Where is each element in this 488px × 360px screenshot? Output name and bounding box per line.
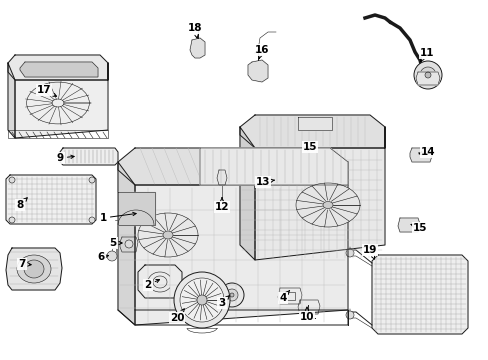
Text: 5: 5 xyxy=(109,238,122,248)
Ellipse shape xyxy=(295,183,359,227)
Circle shape xyxy=(89,217,95,223)
Polygon shape xyxy=(118,148,347,185)
Polygon shape xyxy=(118,192,155,225)
Circle shape xyxy=(225,289,238,301)
Text: 11: 11 xyxy=(419,48,433,62)
Text: 19: 19 xyxy=(362,245,376,259)
Text: 7: 7 xyxy=(18,259,31,269)
Polygon shape xyxy=(217,170,226,185)
Polygon shape xyxy=(6,248,62,290)
Circle shape xyxy=(125,240,133,248)
Polygon shape xyxy=(20,62,98,77)
Polygon shape xyxy=(297,300,319,314)
Text: 17: 17 xyxy=(37,85,57,96)
Circle shape xyxy=(419,67,435,83)
Polygon shape xyxy=(254,127,384,260)
Circle shape xyxy=(424,72,430,78)
Circle shape xyxy=(220,283,244,307)
Polygon shape xyxy=(247,60,267,82)
Polygon shape xyxy=(278,288,302,304)
Polygon shape xyxy=(297,117,331,130)
Circle shape xyxy=(413,61,441,89)
Circle shape xyxy=(9,177,15,183)
Polygon shape xyxy=(240,115,384,148)
Polygon shape xyxy=(190,38,204,58)
Polygon shape xyxy=(240,127,254,260)
Polygon shape xyxy=(8,63,15,138)
Polygon shape xyxy=(60,148,118,165)
Polygon shape xyxy=(135,162,347,325)
Ellipse shape xyxy=(138,213,198,257)
Polygon shape xyxy=(200,148,347,185)
Text: 1: 1 xyxy=(99,212,136,223)
Polygon shape xyxy=(120,237,138,252)
Ellipse shape xyxy=(17,255,51,283)
Circle shape xyxy=(346,249,353,257)
Circle shape xyxy=(346,311,353,319)
Ellipse shape xyxy=(323,202,332,208)
Text: 15: 15 xyxy=(410,223,427,233)
Text: 14: 14 xyxy=(418,147,434,157)
Polygon shape xyxy=(371,255,467,334)
Text: 2: 2 xyxy=(144,279,159,290)
Ellipse shape xyxy=(163,231,173,239)
Circle shape xyxy=(107,251,117,261)
Text: 16: 16 xyxy=(254,45,269,59)
Circle shape xyxy=(215,171,228,185)
Polygon shape xyxy=(15,63,108,138)
Polygon shape xyxy=(6,175,96,224)
Polygon shape xyxy=(138,265,182,298)
Text: 15: 15 xyxy=(302,142,317,152)
Text: 6: 6 xyxy=(97,252,108,262)
Circle shape xyxy=(180,278,224,322)
Ellipse shape xyxy=(24,260,44,278)
Text: 8: 8 xyxy=(16,198,27,210)
Circle shape xyxy=(9,217,15,223)
Text: 4: 4 xyxy=(279,291,289,303)
Circle shape xyxy=(197,295,206,305)
Polygon shape xyxy=(397,218,419,232)
Text: 13: 13 xyxy=(255,177,274,187)
Polygon shape xyxy=(409,148,432,162)
Text: 20: 20 xyxy=(169,309,184,323)
Text: 9: 9 xyxy=(56,153,74,163)
Polygon shape xyxy=(415,72,439,85)
Text: 12: 12 xyxy=(214,198,229,212)
Circle shape xyxy=(174,272,229,328)
Polygon shape xyxy=(118,162,135,325)
Polygon shape xyxy=(8,55,108,80)
Text: 3: 3 xyxy=(218,296,229,308)
Circle shape xyxy=(89,177,95,183)
Text: 10: 10 xyxy=(299,307,314,322)
Text: 18: 18 xyxy=(187,23,202,38)
Circle shape xyxy=(229,293,234,297)
